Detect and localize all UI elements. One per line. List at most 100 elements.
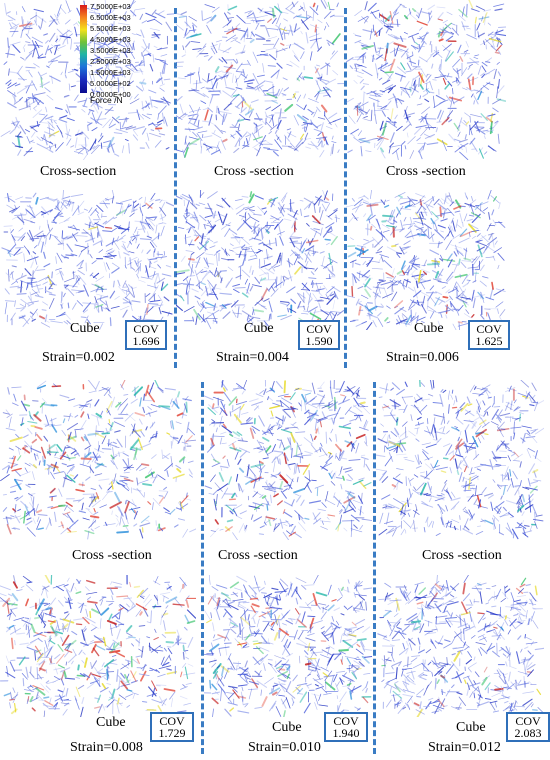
force-chain-segment bbox=[203, 224, 206, 230]
force-chain-segment bbox=[36, 384, 47, 390]
force-chain-segment bbox=[61, 198, 68, 205]
force-chain-segment bbox=[487, 145, 495, 151]
force-chain-segment bbox=[487, 190, 492, 200]
force-chain-segment bbox=[254, 276, 260, 284]
force-chain-segment bbox=[495, 288, 506, 293]
force-chain-segment bbox=[10, 312, 16, 321]
force-chain-segment bbox=[270, 481, 276, 487]
force-chain-segment bbox=[315, 79, 321, 90]
force-chain-segment bbox=[398, 194, 403, 199]
force-chain-segment bbox=[125, 64, 133, 66]
force-chain-segment bbox=[472, 255, 481, 266]
force-chain-segment bbox=[334, 406, 341, 419]
force-chain-segment bbox=[266, 221, 268, 228]
force-chain-segment bbox=[234, 198, 243, 201]
force-chain-segment bbox=[296, 682, 308, 687]
force-chain-segment bbox=[182, 398, 192, 402]
force-chain-segment bbox=[291, 499, 295, 506]
force-chain-segment bbox=[228, 228, 238, 235]
force-chain-segment bbox=[289, 24, 294, 36]
force-chain-segment bbox=[219, 415, 223, 428]
force-chain-segment bbox=[254, 195, 264, 200]
force-chain-segment bbox=[112, 642, 116, 648]
force-chain-segment bbox=[122, 86, 125, 92]
force-chain-segment bbox=[115, 54, 120, 58]
force-chain-segment bbox=[354, 10, 362, 16]
force-chain-segment bbox=[301, 584, 307, 590]
force-chain-segment bbox=[20, 29, 24, 38]
force-chain-segment bbox=[343, 496, 356, 504]
force-chain-segment bbox=[324, 404, 331, 408]
force-chain-segment bbox=[288, 230, 296, 240]
force-chain-segment bbox=[273, 265, 281, 268]
force-chain-segment bbox=[109, 696, 118, 702]
force-chain-segment bbox=[377, 62, 389, 70]
force-chain-segment bbox=[225, 34, 237, 42]
force-chain-segment bbox=[496, 61, 500, 65]
force-chain-segment bbox=[293, 225, 297, 230]
force-chain-segment bbox=[390, 284, 393, 293]
force-chain-segment bbox=[100, 599, 104, 606]
force-chain-segment bbox=[183, 458, 185, 464]
force-chain-segment bbox=[377, 312, 382, 317]
force-chain-segment bbox=[139, 466, 147, 472]
force-chain-segment bbox=[312, 251, 316, 257]
force-chain-segment bbox=[181, 193, 191, 199]
force-chain-segment bbox=[154, 273, 159, 285]
force-chain-segment bbox=[118, 506, 124, 517]
force-chain-segment bbox=[390, 33, 398, 38]
force-chain-segment bbox=[164, 463, 174, 472]
force-chain-segment bbox=[184, 234, 187, 245]
force-chain-segment bbox=[9, 702, 11, 709]
force-chain-segment bbox=[182, 114, 187, 119]
force-chain-segment bbox=[14, 639, 16, 646]
force-chain-segment bbox=[307, 143, 319, 148]
force-chain-segment bbox=[129, 581, 132, 588]
force-chain-segment bbox=[141, 100, 144, 111]
force-chain-segment bbox=[456, 310, 460, 316]
force-chain-segment bbox=[68, 431, 72, 440]
force-chain-segment bbox=[378, 77, 383, 81]
force-chain-segment bbox=[259, 86, 267, 96]
force-chain-segment bbox=[323, 0, 329, 8]
force-chain-segment bbox=[310, 228, 322, 235]
force-chain-segment bbox=[148, 645, 159, 654]
force-chain-segment bbox=[320, 264, 329, 269]
force-chain-segment bbox=[36, 433, 43, 442]
force-chain-segment bbox=[344, 440, 356, 446]
force-chain-segment bbox=[276, 689, 282, 696]
force-chain-segment bbox=[300, 51, 305, 60]
force-chain-segment bbox=[241, 44, 246, 54]
force-chain-segment bbox=[86, 319, 91, 325]
force-chain-segment bbox=[182, 45, 185, 51]
force-chain-segment bbox=[346, 97, 354, 104]
force-chain-segment bbox=[241, 646, 250, 649]
force-chain-segment bbox=[302, 389, 313, 392]
force-chain-segment bbox=[229, 204, 234, 210]
force-chain-segment bbox=[146, 113, 153, 116]
force-chain-segment bbox=[149, 258, 158, 260]
force-chain-segment bbox=[116, 628, 121, 640]
force-chain-segment bbox=[388, 85, 397, 91]
force-chain-segment bbox=[46, 464, 54, 469]
force-chain-segment bbox=[49, 234, 52, 240]
force-chain-segment bbox=[152, 285, 159, 296]
force-chain-segment bbox=[341, 457, 347, 460]
force-chain-segment bbox=[48, 59, 55, 68]
force-chain-segment bbox=[98, 478, 110, 481]
force-chain-segment bbox=[308, 665, 321, 671]
force-chain-segment bbox=[305, 669, 314, 679]
force-chain-segment bbox=[115, 42, 126, 48]
force-chain-segment bbox=[261, 430, 267, 436]
force-chain-segment bbox=[77, 602, 87, 607]
force-chain-segment bbox=[393, 36, 400, 39]
force-chain-segment bbox=[23, 47, 25, 52]
force-chain-segment bbox=[6, 45, 11, 58]
force-chain-segment bbox=[27, 300, 39, 304]
force-chain-segment bbox=[67, 577, 70, 582]
force-chain-segment bbox=[36, 661, 47, 665]
force-chain-segment bbox=[212, 636, 224, 642]
force-chain-segment bbox=[313, 230, 318, 238]
force-chain-segment bbox=[354, 198, 364, 207]
force-chain-segment bbox=[7, 19, 14, 22]
